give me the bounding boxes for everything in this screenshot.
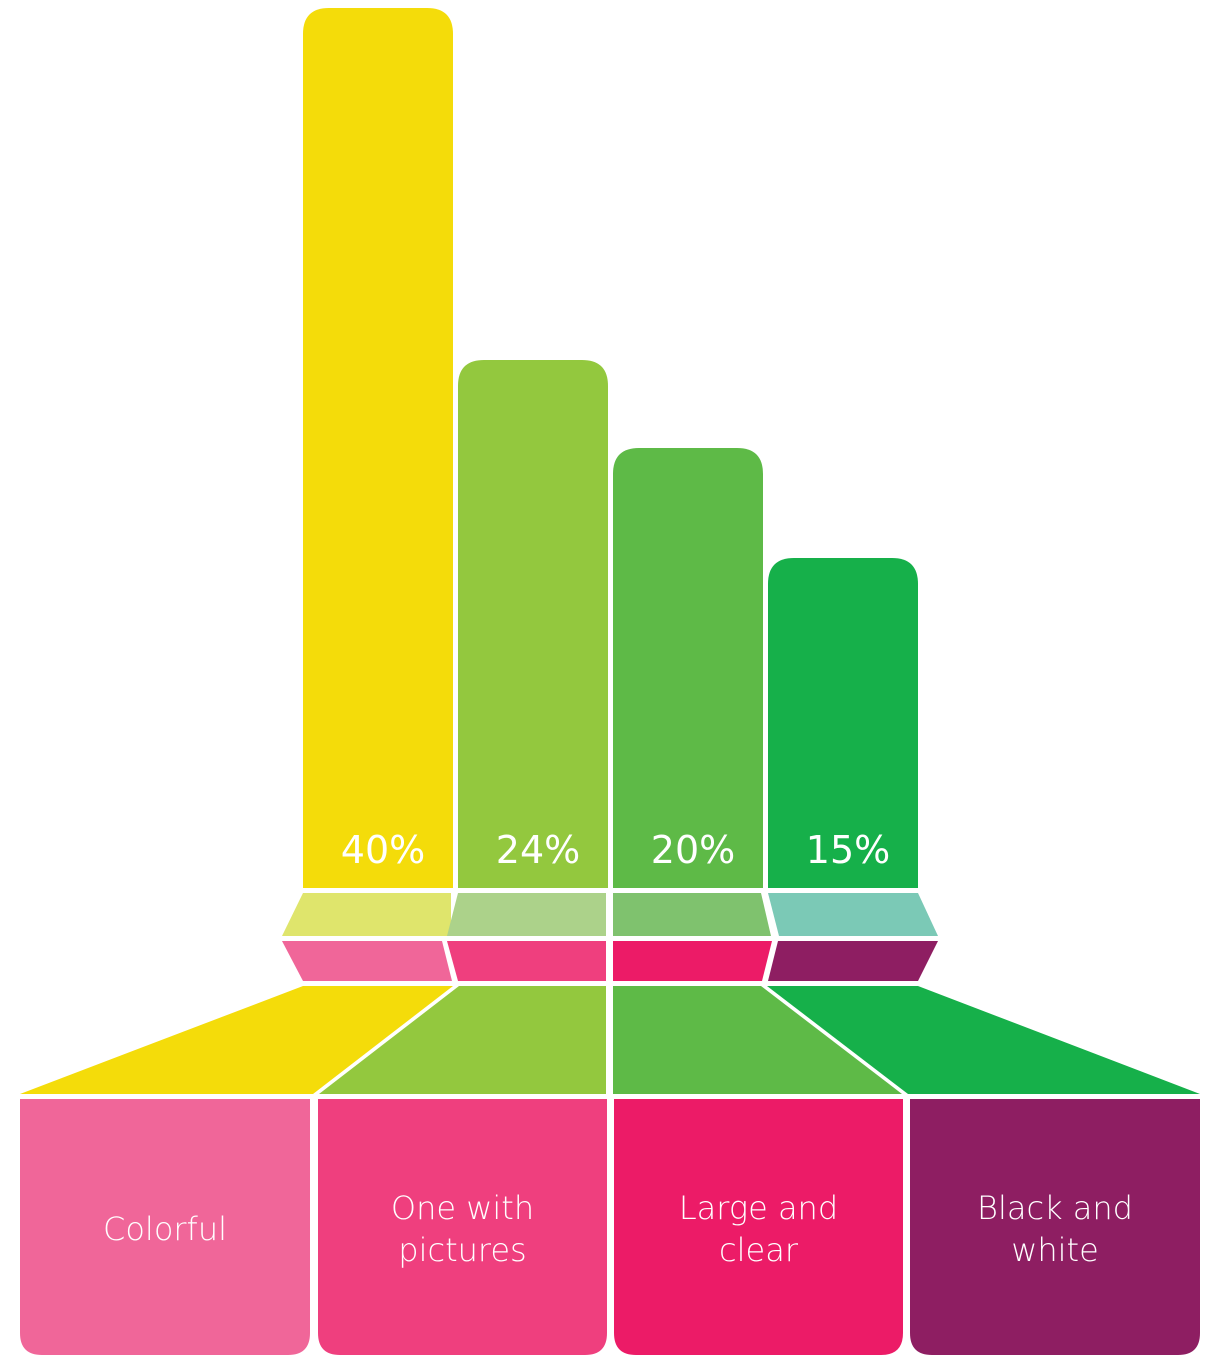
category-box-4 <box>910 1099 1200 1355</box>
bar-2 <box>458 360 608 888</box>
value-label-1: 40% <box>341 828 425 872</box>
bar-3 <box>613 448 763 888</box>
accent-band-layer <box>282 941 938 981</box>
band-3 <box>613 893 771 936</box>
accent-band-2 <box>447 941 606 981</box>
band-layer <box>282 893 938 936</box>
band-1 <box>282 893 451 936</box>
accent-band-3 <box>613 941 772 981</box>
category-label-1: Colorful <box>103 1210 227 1248</box>
accent-band-4 <box>768 941 938 981</box>
value-label-3: 20% <box>651 828 735 872</box>
value-label-4: 15% <box>806 828 890 872</box>
band-2 <box>447 893 606 936</box>
accent-band-1 <box>282 941 452 981</box>
category-box-3 <box>614 1099 903 1355</box>
value-label-2: 24% <box>496 828 580 872</box>
band-4 <box>768 893 938 936</box>
category-box-2 <box>318 1099 607 1355</box>
bars-layer <box>303 8 918 888</box>
bar-1 <box>303 8 453 888</box>
funnel-layer <box>20 986 1200 1094</box>
